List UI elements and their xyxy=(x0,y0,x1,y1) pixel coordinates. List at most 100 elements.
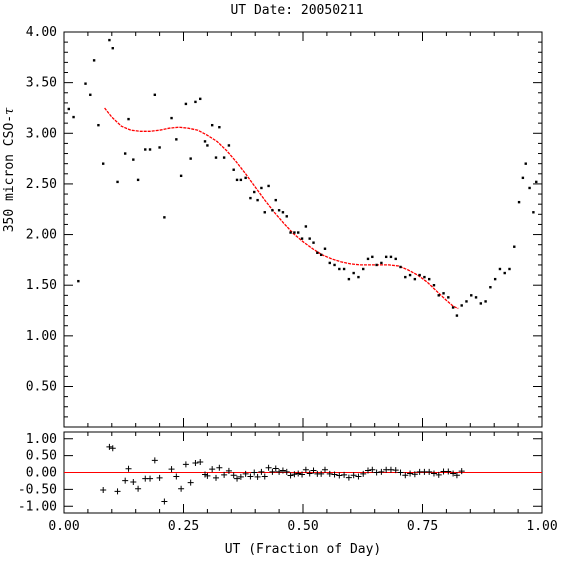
x-tick-label: 0.75 xyxy=(407,519,438,534)
residual-point xyxy=(100,487,107,494)
residual-point xyxy=(125,465,132,472)
data-point xyxy=(479,302,483,305)
residual-point xyxy=(373,469,380,476)
y-tick-label: 0.50 xyxy=(26,379,57,394)
data-point xyxy=(371,255,374,259)
residual-point xyxy=(269,468,276,475)
data-point xyxy=(97,123,100,127)
fit-line xyxy=(104,107,459,310)
data-point xyxy=(384,255,388,259)
data-point xyxy=(432,284,436,287)
residual-point xyxy=(221,471,228,478)
data-point xyxy=(89,93,92,96)
residual-point xyxy=(378,468,385,475)
residual-point xyxy=(369,466,376,473)
data-point xyxy=(366,257,370,261)
residual-point xyxy=(216,464,223,471)
residual-point xyxy=(135,485,142,492)
data-point xyxy=(256,198,259,202)
residual-point xyxy=(321,466,328,473)
residual-point xyxy=(345,474,352,481)
residual-point xyxy=(291,471,298,478)
data-point xyxy=(489,286,492,289)
residual-point xyxy=(287,472,294,479)
data-point xyxy=(163,216,166,219)
data-point xyxy=(297,231,300,234)
data-point xyxy=(375,263,378,267)
data-point xyxy=(249,196,252,200)
residual-point xyxy=(299,471,306,478)
residual-point xyxy=(295,470,302,477)
data-point xyxy=(404,275,407,279)
data-point xyxy=(170,116,173,120)
data-point xyxy=(148,148,152,151)
y-tick-label: 2.00 xyxy=(26,228,57,243)
data-point xyxy=(277,209,281,212)
data-point xyxy=(253,190,256,194)
data-point xyxy=(418,273,421,277)
residual-point xyxy=(106,443,113,450)
x-tick-label: 1.00 xyxy=(526,519,557,534)
data-point xyxy=(304,225,308,228)
data-point xyxy=(503,271,506,275)
data-point xyxy=(319,253,323,257)
data-point xyxy=(260,186,263,190)
data-point xyxy=(521,176,525,180)
data-point xyxy=(132,158,135,161)
data-point xyxy=(437,294,440,297)
data-point xyxy=(77,279,80,283)
data-point xyxy=(293,231,296,234)
data-point xyxy=(470,294,473,297)
residual-point xyxy=(182,461,189,468)
main-panel: 0.50 1.00 1.50 2.00 2.50 3.00 3.50 4.00 350 mic… xyxy=(2,25,543,428)
data-point xyxy=(413,277,417,281)
residual-point xyxy=(237,473,244,480)
data-point xyxy=(408,273,412,277)
data-point xyxy=(271,209,274,212)
data-point xyxy=(362,267,365,271)
residual-point xyxy=(225,467,232,474)
data-point xyxy=(189,157,192,160)
residual-point xyxy=(230,472,237,479)
data-point xyxy=(116,180,119,184)
residual-point xyxy=(261,473,268,480)
residual-axes: 1.00 0.50 0.00-0.50 -1.00 xyxy=(18,432,543,514)
res-y-tick-label: 0.00 xyxy=(26,466,57,481)
data-point xyxy=(244,176,247,180)
residual-point xyxy=(258,468,265,475)
data-point xyxy=(535,180,538,184)
data-point xyxy=(214,156,218,159)
data-point xyxy=(235,178,239,182)
data-point xyxy=(199,97,202,101)
residual-point xyxy=(147,475,154,482)
measurement-points xyxy=(67,38,538,317)
residual-point xyxy=(187,479,194,486)
data-point xyxy=(524,162,527,165)
residual-point xyxy=(279,467,286,474)
residual-point xyxy=(318,470,325,477)
residual-point xyxy=(178,485,185,492)
data-point xyxy=(218,126,221,129)
residual-point xyxy=(430,470,437,477)
data-point xyxy=(312,241,315,244)
data-point xyxy=(72,115,75,119)
data-point xyxy=(389,255,393,259)
residual-point xyxy=(407,470,414,477)
data-point xyxy=(333,263,336,267)
res-y-tick-label: -0.50 xyxy=(18,482,57,497)
residual-point xyxy=(302,466,309,473)
data-point xyxy=(498,267,502,271)
residual-point xyxy=(156,474,163,481)
data-point xyxy=(342,267,346,271)
x-axis-label: UT (Fraction of Day) xyxy=(225,542,382,557)
y-tick-label: 1.50 xyxy=(26,278,57,293)
data-point xyxy=(206,144,209,147)
data-point xyxy=(285,215,288,218)
residual-point xyxy=(331,471,338,478)
data-point xyxy=(513,245,516,248)
data-point xyxy=(227,144,231,147)
fit-curve xyxy=(104,107,459,310)
residual-point xyxy=(341,471,348,478)
data-point xyxy=(484,300,487,303)
y-axis-label: 350 micron CSO-τ xyxy=(2,107,17,232)
